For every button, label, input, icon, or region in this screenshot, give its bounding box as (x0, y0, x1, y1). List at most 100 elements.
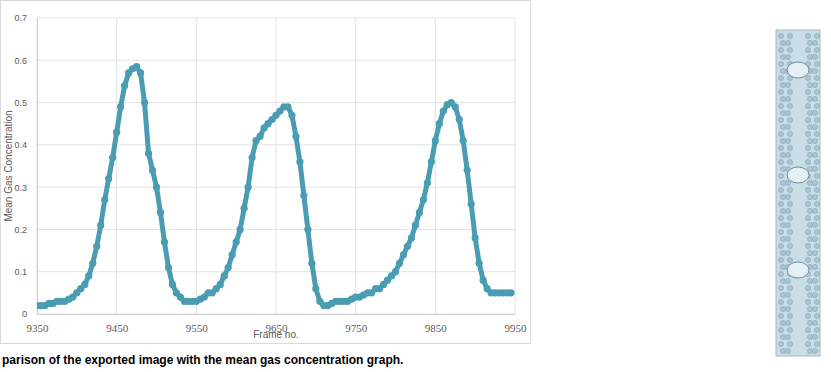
data-point (221, 272, 228, 279)
small-bubble (807, 278, 812, 283)
small-bubble (780, 348, 785, 353)
x-tick: 9750 (345, 314, 368, 334)
data-point (81, 281, 88, 288)
small-bubble (814, 33, 819, 38)
small-bubble (805, 243, 810, 248)
small-bubble (778, 187, 783, 192)
x-tick-label: 9350 (27, 322, 50, 334)
small-bubble (812, 222, 817, 227)
small-bubble (787, 229, 792, 234)
large-bubble (787, 262, 809, 278)
small-bubble (807, 82, 812, 87)
x-axis-line (38, 314, 516, 315)
small-bubble (778, 117, 783, 122)
small-bubble (812, 236, 817, 241)
data-point (424, 179, 431, 186)
small-bubble (780, 110, 785, 115)
x-tick: 9550 (186, 314, 209, 334)
data-point (145, 150, 152, 157)
small-bubble (814, 201, 819, 206)
small-bubble (805, 117, 810, 122)
small-bubble (785, 152, 790, 157)
small-bubble (778, 341, 783, 346)
small-bubble (787, 103, 792, 108)
small-bubble (805, 299, 810, 304)
small-bubble (805, 327, 810, 332)
data-point (101, 196, 108, 203)
small-bubble (780, 264, 785, 269)
small-bubble (814, 117, 819, 122)
small-bubble (785, 110, 790, 115)
small-bubble (812, 110, 817, 115)
small-bubble (814, 103, 819, 108)
small-bubble (814, 159, 819, 164)
small-bubble (805, 89, 810, 94)
small-bubble (814, 257, 819, 262)
small-bubble (805, 75, 810, 80)
small-bubble (805, 159, 810, 164)
small-bubble (778, 103, 783, 108)
small-bubble (785, 54, 790, 59)
data-point (105, 175, 112, 182)
small-bubble (807, 222, 812, 227)
small-bubble (780, 334, 785, 339)
small-bubble (812, 208, 817, 213)
small-bubble (805, 47, 810, 52)
small-bubble (814, 131, 819, 136)
data-point (507, 289, 514, 296)
y-tick-label: 0.5 (14, 98, 27, 108)
small-bubble (807, 54, 812, 59)
y-tick-label: 0 (22, 309, 27, 319)
chart-frame (1, 1, 531, 344)
small-bubble (807, 334, 812, 339)
small-bubble (780, 152, 785, 157)
data-point (428, 158, 435, 165)
small-bubble (814, 61, 819, 66)
small-bubble (814, 229, 819, 234)
small-bubble (780, 194, 785, 199)
small-bubble (780, 124, 785, 129)
x-tick: 9950 (505, 314, 528, 334)
data-point (241, 205, 248, 212)
small-bubble (805, 215, 810, 220)
data-point (404, 243, 411, 250)
small-bubble (814, 47, 819, 52)
data-point (288, 112, 295, 119)
small-bubble (785, 82, 790, 87)
grid-line-x (355, 18, 356, 314)
small-bubble (805, 201, 810, 206)
small-bubble (812, 124, 817, 129)
x-axis-title: Frame no. (253, 329, 299, 340)
small-bubble (814, 327, 819, 332)
small-bubble (787, 299, 792, 304)
small-bubble (785, 250, 790, 255)
data-point (117, 103, 124, 110)
small-bubble (787, 215, 792, 220)
small-bubble (787, 145, 792, 150)
small-bubble (778, 313, 783, 318)
small-bubble (812, 82, 817, 87)
small-bubble (814, 271, 819, 276)
small-bubble (814, 243, 819, 248)
data-point (456, 116, 463, 123)
data-point (153, 184, 160, 191)
small-bubble (778, 257, 783, 262)
data-point (308, 260, 315, 267)
small-bubble (812, 334, 817, 339)
small-bubble (812, 320, 817, 325)
data-point (217, 281, 224, 288)
y-axis-line (37, 19, 38, 315)
small-bubble (785, 138, 790, 143)
small-bubble (807, 96, 812, 101)
small-bubble (778, 229, 783, 234)
small-bubble (807, 250, 812, 255)
small-bubble (787, 243, 792, 248)
y-tick: 0.5 (14, 98, 37, 108)
data-point (169, 281, 176, 288)
small-bubble (805, 131, 810, 136)
caption: parison of the exported image with the m… (2, 353, 403, 367)
small-bubble (778, 327, 783, 332)
small-bubble (778, 33, 783, 38)
small-bubble (807, 152, 812, 157)
data-point (93, 243, 100, 250)
